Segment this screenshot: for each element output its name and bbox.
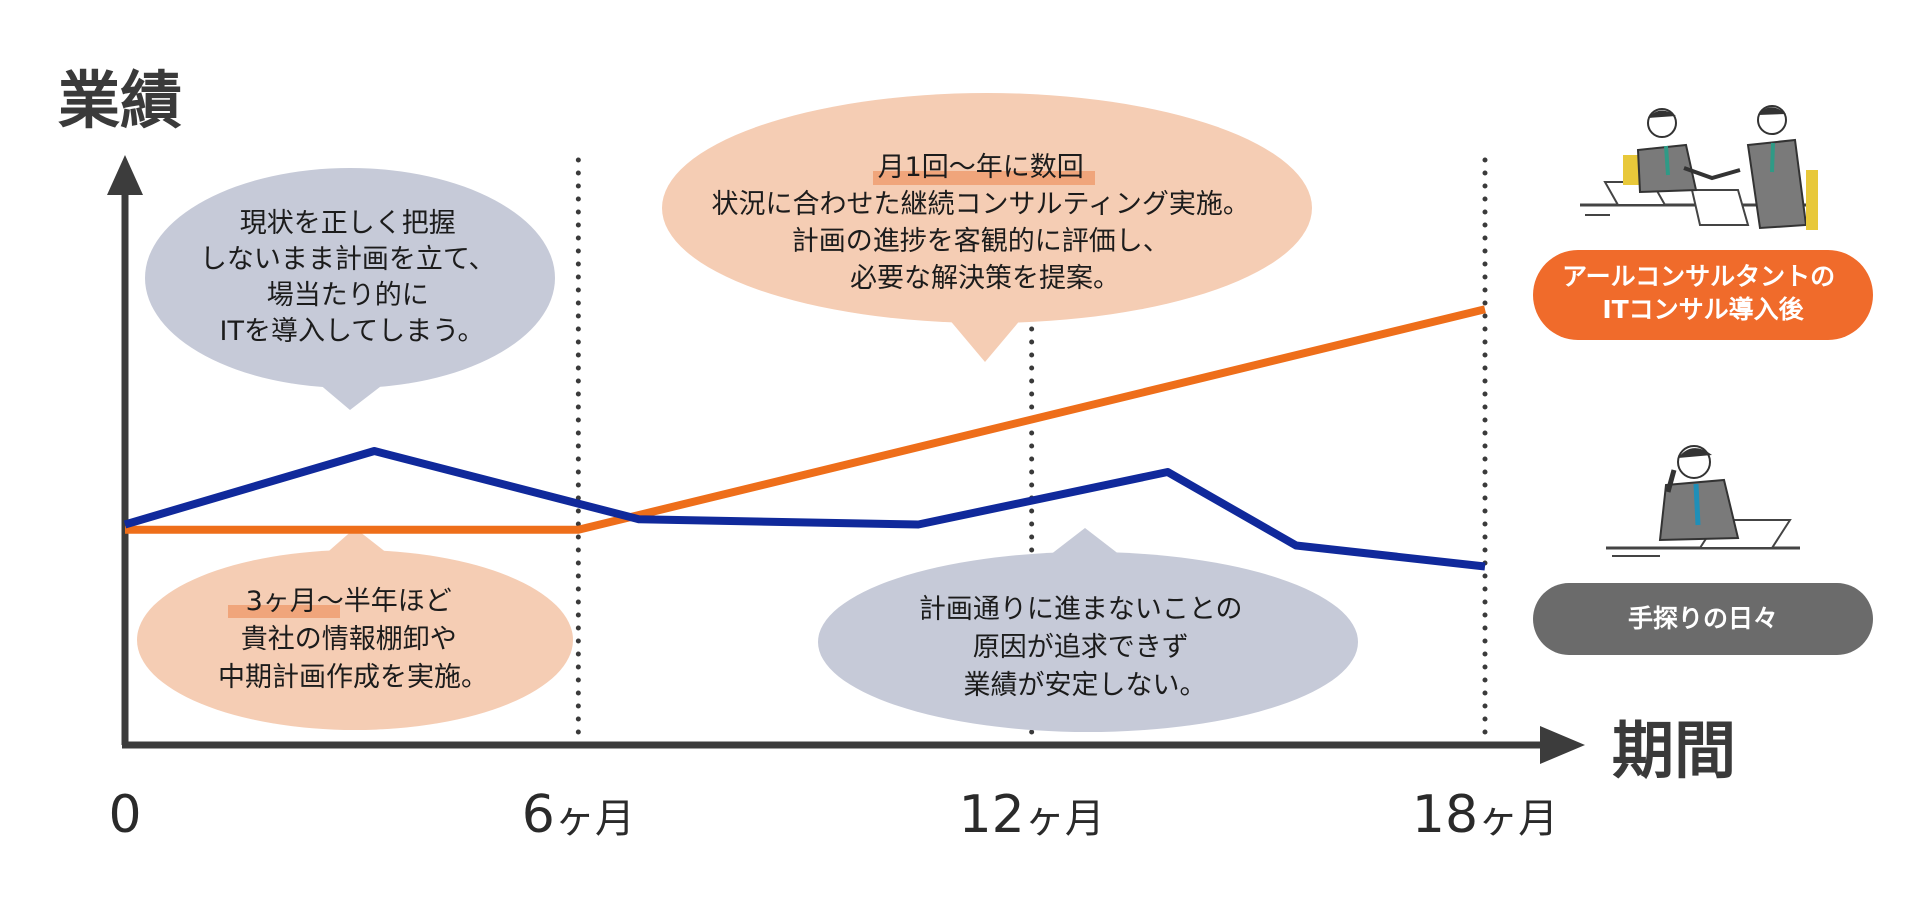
legend-label: ITコンサル導入後 [1602, 295, 1804, 324]
callout-line: 月1回～年に数回 [878, 152, 1084, 183]
callout-line: 貴社の情報棚卸や [241, 624, 457, 655]
series-layer [123, 305, 1486, 571]
callout-tail [1050, 528, 1120, 555]
callout-line: 中期計画作成を実施。 [218, 662, 488, 693]
x-axis-arrow [1540, 726, 1585, 764]
callout-line: 必要な解決策を提案。 [850, 263, 1120, 294]
callout-line: 3ヶ月～半年ほど [246, 586, 452, 617]
svg-text:計画通りに進まないことの 原因が追求できず: 計画通りに進まないことの 原因が追求できず 業績が安定しない。 [919, 594, 1251, 701]
callout-line: ITを導入してしまう。 [219, 316, 484, 347]
legend-pill [1533, 250, 1873, 340]
callout-line: 計画の進捗を客観的に評価し、 [792, 226, 1170, 257]
x-axis-title: 期間 [1612, 714, 1736, 787]
callout-bubble [145, 168, 555, 388]
callout-tail [318, 383, 385, 410]
callout-bubble [818, 552, 1358, 732]
callout-line: 原因が追求できず [973, 632, 1189, 663]
x-tick-label: 12ヶ月 [959, 785, 1105, 845]
callout-line: 業績が安定しない。 [964, 670, 1207, 701]
x-tick-label: 0 [108, 785, 141, 845]
callout-highlight [873, 171, 1095, 185]
svg-text:月1回～年に数回 状況に合わせた継続コンサルティ: 月1回～年に数回 状況に合わせた継続コンサルティング実施。 計画の進捗を客観的に… [712, 152, 1259, 294]
legend-label: 手探りの日々 [1628, 604, 1778, 633]
x-tick-label: 18ヶ月 [1412, 785, 1558, 845]
callout-line: 場当たり的に [267, 280, 429, 311]
callout-continuous-consulting: 月1回～年に数回 状況に合わせた継続コンサルティング実施。 計画の進捗を客観的に… [662, 93, 1312, 362]
x-tick-label: 6ヶ月 [522, 785, 635, 845]
callout-bubble [137, 550, 573, 730]
legend-pill [1533, 583, 1873, 655]
callout-problem-start: 現状を正しく把握 しないまま計画を立て、 場当たり的に ITを導入してしまう。 [145, 168, 555, 410]
x-tick-labels: 0 6ヶ月 12ヶ月 18ヶ月 [108, 785, 1558, 845]
troubled-worker-illustration [1606, 445, 1800, 557]
svg-text:アールコンサルタントの ITコンサル導入後: アールコンサルタントの ITコンサル導入後 [1562, 262, 1844, 324]
callout-highlight [228, 605, 340, 618]
callout-unstable-results: 計画通りに進まないことの 原因が追求できず 業績が安定しない。 [818, 528, 1358, 732]
y-axis-arrow [107, 155, 143, 195]
series-line-trial-and-error [123, 447, 1486, 571]
callout-bubble [662, 93, 1312, 323]
legend-item-after-consulting: アールコンサルタントの ITコンサル導入後 [1533, 250, 1873, 340]
y-axis-title: 業績 [58, 64, 182, 137]
series-line-after-consulting [125, 305, 1486, 534]
legend-item-trial-and-error: 手探りの日々 [1533, 583, 1873, 655]
callout-line: 計画通りに進まないことの [919, 594, 1243, 625]
callout-tail [948, 318, 1022, 362]
callout-line: 状況に合わせた継続コンサルティング実施。 [712, 189, 1250, 220]
handshake-illustration [1580, 105, 1818, 230]
callout-tail [322, 528, 392, 557]
callout-initial-planning: 3ヶ月～半年ほど 貴社の情報棚卸や 中期計画作成を実施。 [137, 528, 573, 730]
callout-line: 現状を正しく把握 [240, 208, 456, 239]
callout-line: しないまま計画を立て、 [200, 244, 496, 275]
svg-text:現状を正しく把握 しないまま計画を立て、: 現状を正しく把握 しないまま計画を立て、 場当たり的に ITを導入してしまう。 [200, 208, 504, 347]
legend-label: アールコンサルタントの [1562, 262, 1835, 291]
svg-text:3ヶ月～半年ほど 貴社の情報棚卸や: 3ヶ月～半年ほど 貴社の情報棚卸や 中期計画作成を実施。 [218, 586, 488, 693]
